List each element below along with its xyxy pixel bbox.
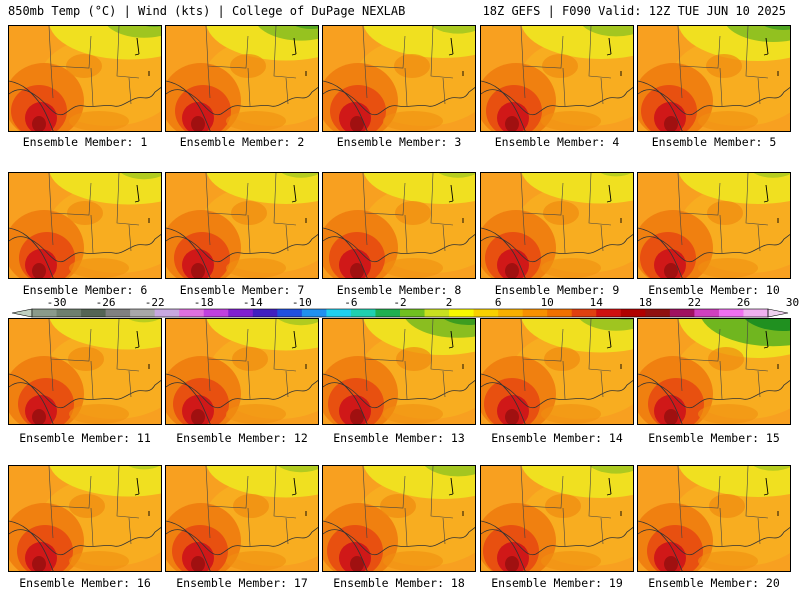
ensemble-member-map (637, 318, 791, 425)
colorbar-swatch (424, 309, 450, 317)
ensemble-member-map (637, 465, 791, 572)
ensemble-member-map (637, 172, 791, 279)
colorbar-tick-label: -22 (145, 296, 165, 309)
ensemble-member-label: Ensemble Member: 17 (176, 576, 308, 590)
colorbar-swatch (301, 309, 327, 317)
ensemble-member-label: Ensemble Member: 12 (176, 431, 308, 445)
colorbar-swatch (32, 309, 58, 317)
map-title: 850mb Temp (°C) | Wind (kts) | College o… (8, 4, 406, 18)
colorbar-tick-label: -30 (47, 296, 67, 309)
colorbar-swatch (228, 309, 254, 317)
colorbar-swatch (547, 309, 573, 317)
ensemble-member-map (8, 318, 162, 425)
ensemble-member-label: Ensemble Member: 1 (22, 135, 148, 149)
ensemble-member-map (165, 25, 319, 132)
ensemble-member-label: Ensemble Member: 10 (648, 283, 780, 297)
ensemble-member-label: Ensemble Member: 7 (179, 283, 305, 297)
colorbar-swatch (326, 309, 352, 317)
colorbar-swatch (154, 309, 180, 317)
model-run-info: 18Z GEFS | F090 Valid: 12Z TUE JUN 10 20… (482, 4, 786, 18)
colorbar-right-arrow (767, 308, 789, 318)
colorbar-swatch (449, 309, 475, 317)
colorbar-swatch (400, 309, 426, 317)
ensemble-member-label: Ensemble Member: 2 (179, 135, 305, 149)
colorbar-swatch (350, 309, 376, 317)
colorbar-swatch (498, 309, 524, 317)
colorbar-swatch (56, 309, 82, 317)
ensemble-member-map (480, 25, 634, 132)
ensemble-member-map (637, 25, 791, 132)
ensemble-member-map (8, 25, 162, 132)
ensemble-member-label: Ensemble Member: 8 (336, 283, 462, 297)
ensemble-member-map (480, 318, 634, 425)
colorbar-tick-label: 30 (786, 296, 799, 309)
colorbar-swatch (596, 309, 622, 317)
ensemble-member-label: Ensemble Member: 15 (648, 431, 780, 445)
colorbar-swatch (203, 309, 229, 317)
ensemble-member-map (322, 25, 476, 132)
colorbar-tick-label: 10 (541, 296, 554, 309)
colorbar-swatch (81, 309, 107, 317)
ensemble-member-label: Ensemble Member: 13 (333, 431, 465, 445)
colorbar-tick-label: 22 (688, 296, 701, 309)
ensemble-member-label: Ensemble Member: 5 (651, 135, 777, 149)
colorbar-left-arrow (11, 308, 33, 318)
ensemble-member-label: Ensemble Member: 18 (333, 576, 465, 590)
ensemble-member-map (165, 318, 319, 425)
colorbar-tick-label: -6 (344, 296, 357, 309)
colorbar-tick-label: 26 (737, 296, 750, 309)
ensemble-member-map (165, 465, 319, 572)
ensemble-member-label: Ensemble Member: 3 (336, 135, 462, 149)
ensemble-member-label: Ensemble Member: 14 (491, 431, 623, 445)
ensemble-member-label: Ensemble Member: 16 (19, 576, 151, 590)
ensemble-member-map (322, 465, 476, 572)
ensemble-member-map (322, 318, 476, 425)
colorbar-tick-label: -10 (292, 296, 312, 309)
colorbar-swatch (645, 309, 671, 317)
ensemble-member-label: Ensemble Member: 6 (22, 283, 148, 297)
colorbar-swatch (105, 309, 131, 317)
ensemble-member-label: Ensemble Member: 11 (19, 431, 151, 445)
colorbar-swatch (179, 309, 205, 317)
ensemble-member-map (480, 172, 634, 279)
colorbar-tick-label: -2 (393, 296, 406, 309)
colorbar-swatch (743, 309, 769, 317)
colorbar-tick-label: -18 (194, 296, 214, 309)
ensemble-member-map (322, 172, 476, 279)
colorbar-tick-label: -14 (243, 296, 263, 309)
ensemble-member-label: Ensemble Member: 9 (494, 283, 620, 297)
colorbar-swatch (718, 309, 744, 317)
colorbar-swatch (130, 309, 156, 317)
ensemble-member-label: Ensemble Member: 19 (491, 576, 623, 590)
colorbar-tick-label: 18 (639, 296, 652, 309)
colorbar-swatch (375, 309, 401, 317)
colorbar-tick-label: 2 (446, 296, 453, 309)
ensemble-member-map (480, 465, 634, 572)
colorbar-swatch (620, 309, 646, 317)
colorbar-tick-label: 6 (495, 296, 502, 309)
colorbar-swatch (694, 309, 720, 317)
ensemble-member-map (8, 172, 162, 279)
temperature-colorbar: -30-26-22-18-14-10-6-2261014182226303438… (11, 296, 799, 318)
colorbar-swatch (571, 309, 597, 317)
ensemble-member-label: Ensemble Member: 20 (648, 576, 780, 590)
ensemble-member-map (165, 172, 319, 279)
colorbar-swatch (522, 309, 548, 317)
colorbar-tick-label: 14 (590, 296, 604, 309)
ensemble-member-label: Ensemble Member: 4 (494, 135, 620, 149)
colorbar-swatch (669, 309, 695, 317)
colorbar-swatch (252, 309, 278, 317)
ensemble-member-map (8, 465, 162, 572)
colorbar-swatch (277, 309, 303, 317)
colorbar-swatch (473, 309, 499, 317)
colorbar-tick-label: -26 (96, 296, 116, 309)
